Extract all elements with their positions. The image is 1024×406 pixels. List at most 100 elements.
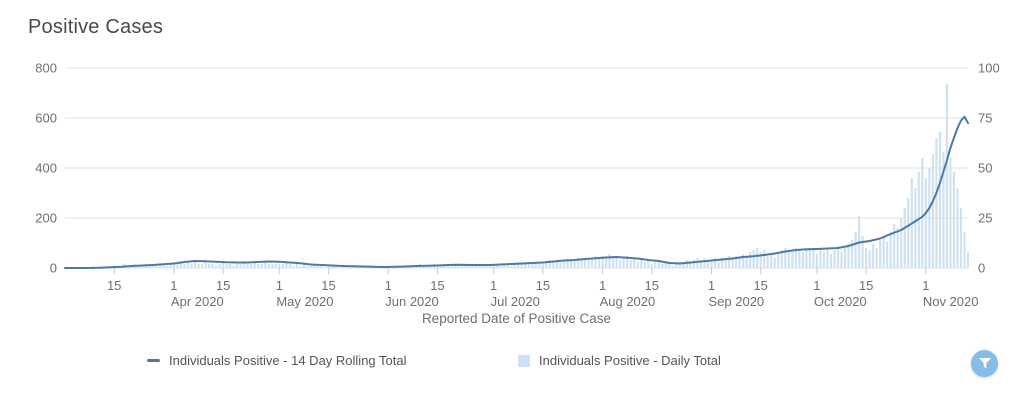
daily-total-bar[interactable] [172,264,176,268]
daily-total-bar[interactable] [295,264,298,268]
daily-total-bar[interactable] [422,266,425,268]
daily-total-bar[interactable] [193,262,197,268]
daily-total-bar[interactable] [615,256,618,268]
daily-total-bar[interactable] [169,264,172,268]
daily-total-bar[interactable] [162,264,165,268]
daily-total-bar[interactable] [225,264,228,268]
daily-total-bar[interactable] [924,178,927,268]
daily-total-bar[interactable] [467,266,471,268]
daily-total-bar[interactable] [274,264,277,268]
daily-total-bar[interactable] [664,262,667,268]
daily-total-bar[interactable] [836,246,840,268]
daily-total-bar[interactable] [763,250,766,268]
legend-item-daily-total[interactable]: Individuals Positive - Daily Total [518,353,721,368]
daily-total-bar[interactable] [692,260,696,268]
daily-total-bar[interactable] [717,262,720,268]
daily-total-bar[interactable] [148,266,151,268]
daily-total-bar[interactable] [966,252,970,268]
daily-total-bar[interactable] [847,244,850,268]
daily-total-bar[interactable] [552,262,555,268]
daily-total-bar[interactable] [636,262,639,268]
daily-total-bar[interactable] [531,264,534,268]
daily-total-bar[interactable] [302,264,306,268]
daily-total-bar[interactable] [457,266,460,268]
daily-total-bar[interactable] [197,264,200,268]
daily-total-bar[interactable] [945,84,949,268]
daily-total-bar[interactable] [158,264,161,268]
daily-total-bar[interactable] [165,266,168,268]
daily-total-bar[interactable] [928,168,931,268]
daily-total-bar[interactable] [320,266,323,268]
daily-total-bar[interactable] [222,262,225,268]
daily-total-bar[interactable] [608,254,611,268]
daily-total-bar[interactable] [464,266,467,268]
daily-total-bar[interactable] [425,266,429,268]
daily-total-bar[interactable] [756,248,759,268]
daily-total-bar[interactable] [699,260,703,268]
daily-total-bar[interactable] [176,264,179,268]
daily-total-bar[interactable] [710,260,713,268]
filter-button[interactable] [971,350,998,377]
daily-total-bar[interactable] [506,264,509,268]
daily-total-bar[interactable] [865,248,868,268]
daily-total-bar[interactable] [720,258,724,268]
daily-total-bar[interactable] [612,258,615,268]
daily-total-bar[interactable] [236,264,239,268]
daily-total-bar[interactable] [246,264,249,268]
daily-total-bar[interactable] [257,264,260,268]
daily-total-bar[interactable] [474,266,478,268]
daily-total-bar[interactable] [907,198,910,268]
daily-total-bar[interactable] [439,266,443,268]
daily-total-bar[interactable] [151,264,154,268]
daily-total-bar[interactable] [808,248,811,268]
daily-total-bar[interactable] [264,262,267,268]
daily-total-bar[interactable] [566,258,569,268]
daily-total-bar[interactable] [214,266,218,268]
daily-total-bar[interactable] [798,250,801,268]
daily-total-bar[interactable] [190,264,193,268]
daily-total-bar[interactable] [573,260,576,268]
daily-total-bar[interactable] [183,264,186,268]
daily-total-bar[interactable] [833,250,836,268]
daily-total-bar[interactable] [749,252,752,268]
daily-total-bar[interactable] [689,262,692,268]
daily-total-bar[interactable] [959,208,963,268]
daily-total-bar[interactable] [313,264,316,268]
daily-total-bar[interactable] [450,264,453,268]
daily-total-bar[interactable] [471,264,474,268]
daily-total-bar[interactable] [141,266,144,268]
daily-total-bar[interactable] [822,252,826,268]
daily-total-bar[interactable] [278,264,281,268]
daily-total-bar[interactable] [309,266,313,268]
daily-total-bar[interactable] [292,266,295,268]
daily-total-bar[interactable] [629,260,632,268]
daily-total-bar[interactable] [436,266,439,268]
daily-total-bar[interactable] [868,250,871,268]
daily-total-bar[interactable] [770,254,773,268]
daily-total-bar[interactable] [654,262,657,268]
daily-total-bar[interactable] [861,236,864,268]
daily-total-bar[interactable] [882,236,885,268]
daily-total-bar[interactable] [260,264,263,268]
daily-total-bar[interactable] [854,232,857,268]
daily-total-bar[interactable] [218,264,221,268]
daily-total-bar[interactable] [843,248,847,268]
daily-total-bar[interactable] [594,256,597,268]
daily-total-bar[interactable] [903,208,906,268]
daily-total-bar[interactable] [527,262,530,268]
daily-total-bar[interactable] [299,266,302,268]
daily-total-bar[interactable] [791,252,794,268]
daily-total-bar[interactable] [513,264,516,268]
daily-total-bar[interactable] [510,266,513,268]
daily-total-bar[interactable] [601,256,604,268]
daily-total-bar[interactable] [590,260,594,268]
daily-total-bar[interactable] [675,264,678,268]
daily-total-bar[interactable] [963,232,966,268]
daily-total-bar[interactable] [794,248,797,268]
legend-item-rolling-total[interactable]: Individuals Positive - 14 Day Rolling To… [147,353,407,368]
daily-total-bar[interactable] [942,152,945,268]
daily-total-bar[interactable] [914,188,917,268]
daily-total-bar[interactable] [211,264,214,268]
daily-total-bar[interactable] [179,262,183,268]
daily-total-bar[interactable] [288,264,291,268]
